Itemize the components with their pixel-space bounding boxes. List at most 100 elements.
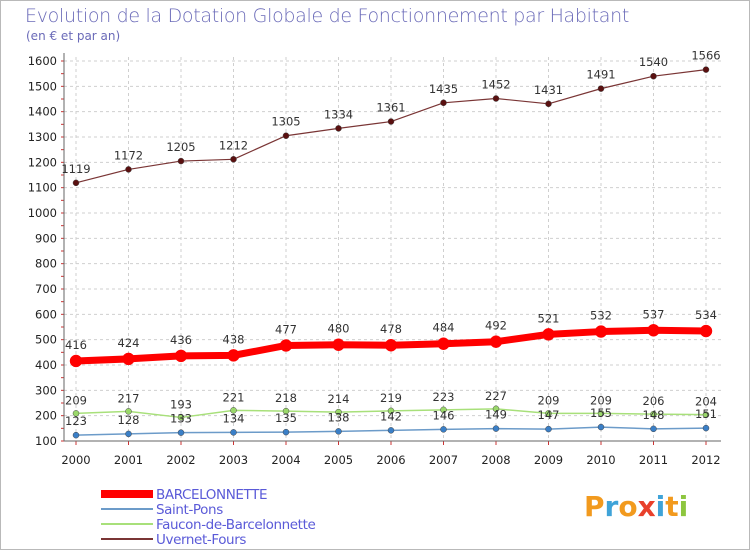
y-tick-label: 400	[35, 358, 57, 372]
y-tick-label: 100	[35, 434, 57, 448]
proxiti-logo: Proxiti	[584, 490, 689, 523]
data-point	[702, 424, 710, 432]
data-label: 424	[118, 336, 140, 350]
data-label: 148	[643, 408, 665, 422]
data-point	[72, 431, 80, 439]
data-label: 1452	[481, 77, 510, 91]
data-point	[440, 99, 447, 107]
data-point	[177, 414, 185, 421]
data-label: 1435	[429, 82, 458, 96]
data-label: 477	[275, 322, 297, 336]
data-label: 480	[328, 322, 350, 336]
data-label: 521	[538, 311, 560, 325]
y-tick-label: 1000	[28, 206, 57, 220]
data-label: 193	[170, 397, 192, 411]
data-point	[282, 428, 290, 436]
data-point	[387, 407, 395, 415]
legend-label: BARCELONNETTE	[156, 487, 267, 503]
data-point	[437, 337, 450, 350]
y-tick-label: 1400	[28, 105, 57, 119]
data-point	[545, 100, 552, 108]
data-point	[597, 85, 605, 92]
chart-subtitle: (en € et par an)	[26, 29, 121, 43]
legend: BARCELONNETTESaint-PonsFaucon-de-Barcelo…	[101, 487, 316, 548]
series-layer	[69, 66, 713, 439]
data-point	[227, 349, 240, 362]
data-point	[489, 335, 503, 348]
data-label: 223	[433, 390, 455, 404]
x-tick-label: 2010	[586, 453, 615, 467]
data-label: 484	[433, 321, 455, 335]
data-point	[69, 354, 83, 368]
data-label: 438	[223, 332, 245, 346]
data-label: 134	[223, 411, 245, 425]
data-label: 1361	[376, 101, 405, 115]
axes: 100 200 300 400 500 600 700 800 900 1000 1100 1200 1…	[28, 53, 721, 467]
data-label: 1205	[166, 140, 195, 154]
data-label: 1334	[324, 107, 353, 121]
data-label: 123	[65, 414, 87, 428]
x-tick-label: 2003	[219, 453, 248, 467]
y-tick-label: 1100	[28, 181, 57, 195]
data-point	[650, 410, 657, 418]
data-label: 537	[643, 307, 665, 321]
data-point	[282, 132, 290, 139]
y-tick-label: 1300	[28, 130, 57, 144]
data-point	[335, 428, 342, 435]
x-tick-label: 2009	[534, 453, 563, 467]
data-labels: 416 424 436 438 477 480 478 484 492 521 532 537 534 1…	[61, 49, 720, 429]
data-point	[384, 338, 398, 352]
x-tick-label: 2002	[166, 453, 195, 467]
data-label: 1431	[534, 83, 563, 97]
data-label: 492	[485, 319, 507, 333]
data-point	[647, 324, 660, 337]
data-point	[72, 179, 80, 187]
data-point	[650, 72, 657, 80]
x-tick-label: 2004	[271, 453, 300, 467]
data-label: 204	[695, 395, 717, 409]
data-point	[230, 429, 237, 436]
data-point	[230, 407, 237, 414]
data-point	[282, 407, 290, 415]
y-tick-label: 1200	[28, 155, 57, 169]
data-label: 1566	[691, 49, 720, 63]
y-tick-label: 200	[35, 409, 57, 423]
data-label: 142	[380, 409, 402, 423]
legend-label: Faucon-de-Barcelonnette	[156, 517, 315, 533]
data-label: 209	[65, 393, 87, 407]
y-tick-label: 600	[35, 307, 57, 321]
data-label: 217	[118, 391, 140, 405]
data-label: 151	[695, 407, 717, 421]
x-tick-label: 2007	[429, 453, 458, 467]
data-point	[72, 410, 80, 417]
x-tick-label: 2006	[376, 453, 405, 467]
data-label: 1491	[586, 68, 615, 82]
data-label: 149	[485, 408, 507, 422]
data-point	[125, 408, 132, 415]
data-point	[125, 166, 132, 173]
data-label: 1540	[639, 55, 668, 69]
data-label: 206	[643, 394, 665, 408]
chart-title: Evolution de la Dotation Globale de Fonc…	[25, 5, 630, 27]
data-point	[125, 430, 132, 438]
data-label: 478	[380, 322, 402, 336]
data-point	[650, 425, 657, 433]
data-point	[702, 66, 710, 73]
y-tick-label: 800	[35, 257, 57, 271]
data-label: 209	[590, 393, 612, 407]
x-tick-label: 2012	[691, 453, 720, 467]
data-label: 209	[538, 393, 560, 407]
data-point	[387, 118, 395, 125]
data-point	[177, 429, 185, 436]
data-label: 155	[590, 406, 612, 420]
x-tick-label: 2000	[61, 453, 90, 467]
data-point	[332, 338, 345, 351]
data-point	[492, 95, 500, 102]
data-label: 227	[485, 389, 507, 403]
y-tick-label: 300	[35, 383, 57, 397]
data-point	[699, 324, 713, 338]
data-label: 1119	[61, 162, 90, 176]
data-label: 416	[65, 338, 87, 352]
data-point	[492, 405, 500, 413]
